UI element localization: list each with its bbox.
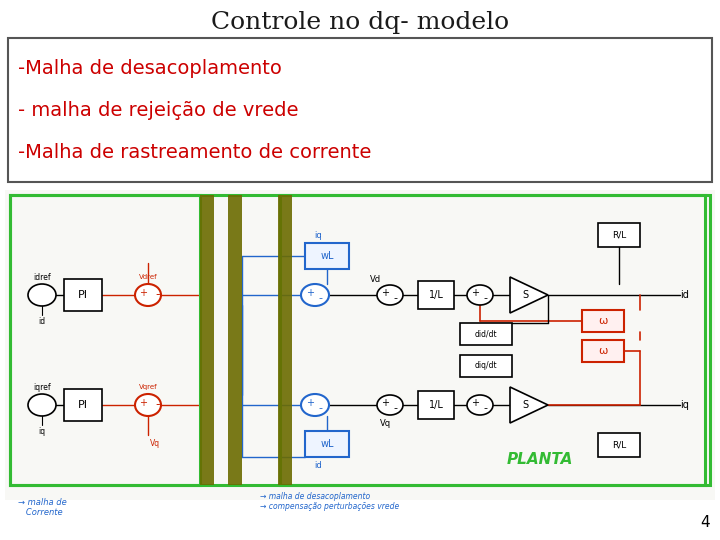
Text: → malha de desacoplamento
→ compensação perturbações vrede: → malha de desacoplamento → compensação … [260, 492, 400, 511]
Text: diq/dt: diq/dt [474, 361, 498, 370]
Text: +: + [139, 288, 147, 298]
Bar [305, 431, 349, 457]
Text: -: - [156, 399, 161, 411]
Text: +: + [381, 288, 389, 298]
Bar [280, 195, 705, 485]
Text: wL: wL [320, 439, 334, 449]
Ellipse shape [28, 284, 56, 306]
Bar [64, 389, 102, 421]
Polygon shape [510, 277, 548, 313]
Text: +: + [471, 288, 479, 298]
Text: -: - [483, 403, 487, 413]
Text: +: + [139, 398, 147, 408]
Text: -: - [318, 403, 322, 413]
Ellipse shape [377, 285, 403, 305]
Text: id: id [314, 461, 322, 469]
Text: -: - [393, 403, 397, 413]
Ellipse shape [135, 284, 161, 306]
Bar [460, 323, 512, 345]
Text: Controle no dq- modelo: Controle no dq- modelo [211, 10, 509, 33]
Bar [305, 243, 349, 269]
Bar [8, 38, 712, 182]
Polygon shape [510, 387, 548, 423]
Text: iq: iq [314, 231, 322, 240]
Text: R/L: R/L [612, 441, 626, 449]
Text: +: + [471, 398, 479, 408]
Text: ω: ω [598, 346, 608, 356]
Ellipse shape [135, 394, 161, 416]
Bar [460, 355, 512, 377]
Text: -Malha de rastreamento de corrente: -Malha de rastreamento de corrente [18, 143, 372, 161]
Text: 1/L: 1/L [428, 400, 444, 410]
Bar [582, 310, 624, 332]
Text: Vd: Vd [369, 274, 381, 284]
Bar [598, 223, 640, 247]
Text: PI: PI [78, 400, 88, 410]
Text: iqref: iqref [33, 382, 51, 392]
Text: - malha de rejeição de vrede: - malha de rejeição de vrede [18, 100, 299, 119]
Text: id: id [680, 290, 690, 300]
Text: -: - [318, 293, 322, 303]
Text: Vdref: Vdref [139, 274, 157, 280]
Bar [582, 340, 624, 362]
Text: -: - [393, 293, 397, 303]
Text: PLANTA: PLANTA [507, 453, 573, 468]
Bar [598, 433, 640, 457]
Text: PI: PI [78, 290, 88, 300]
Bar [5, 190, 715, 500]
Text: +: + [306, 288, 314, 298]
Text: S: S [522, 290, 528, 300]
Text: -: - [483, 293, 487, 303]
Text: iq: iq [680, 400, 690, 410]
Bar [418, 391, 454, 419]
Text: 4: 4 [701, 515, 710, 530]
Text: +: + [381, 398, 389, 408]
Text: Vqref: Vqref [139, 384, 157, 390]
Text: wL: wL [320, 251, 334, 261]
Text: -: - [156, 288, 161, 301]
Ellipse shape [467, 285, 493, 305]
Text: did/dt: did/dt [474, 329, 498, 339]
Ellipse shape [377, 395, 403, 415]
Ellipse shape [301, 394, 329, 416]
Bar [64, 279, 102, 311]
Bar [418, 281, 454, 309]
Text: id: id [38, 316, 45, 326]
Text: idref: idref [33, 273, 51, 281]
Text: Vq: Vq [150, 438, 160, 448]
Text: +: + [306, 398, 314, 408]
Ellipse shape [467, 395, 493, 415]
Bar [278, 195, 292, 485]
Text: Vq: Vq [379, 418, 390, 428]
Bar [200, 195, 214, 485]
Bar [228, 195, 242, 485]
Text: S: S [522, 400, 528, 410]
Ellipse shape [28, 394, 56, 416]
Text: → malha de
   Corrente: → malha de Corrente [18, 498, 67, 517]
Text: ω: ω [598, 316, 608, 326]
Text: 1/L: 1/L [428, 290, 444, 300]
Bar [10, 195, 710, 485]
Ellipse shape [301, 284, 329, 306]
Text: R/L: R/L [612, 231, 626, 240]
Bar [10, 195, 200, 485]
Text: iq: iq [38, 427, 45, 435]
Text: -Malha de desacoplamento: -Malha de desacoplamento [18, 58, 282, 78]
